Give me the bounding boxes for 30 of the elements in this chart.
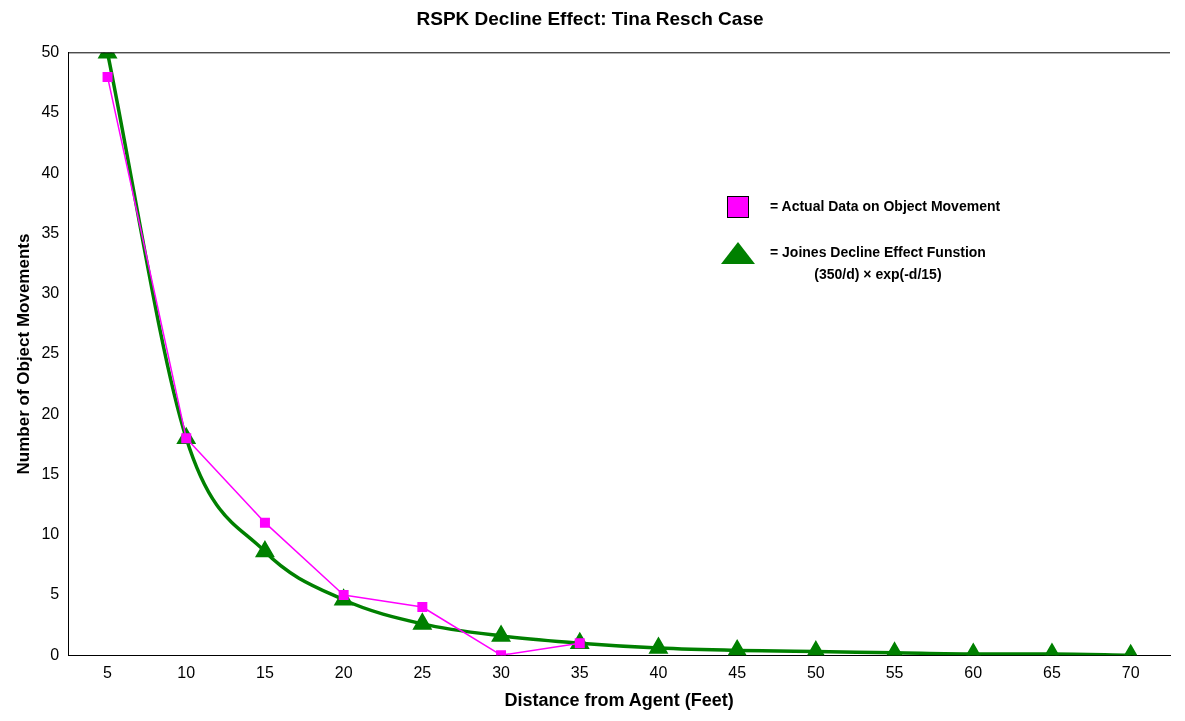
x-tick-label: 40 [649, 664, 668, 682]
y-axis-title: Number of Object Movements [13, 233, 33, 475]
y-tick-label: 10 [41, 525, 60, 543]
legend-label: = Actual Data on Object Movement [770, 197, 1001, 216]
x-tick-label: 15 [256, 664, 274, 682]
x-axis-title: Distance from Agent (Feet) [504, 690, 734, 711]
x-tick-label: 65 [1043, 664, 1061, 682]
x-tick-label: 10 [177, 664, 196, 682]
chart-title: RSPK Decline Effect: Tina Resch Case [416, 7, 764, 29]
y-tick-label: 50 [41, 43, 60, 61]
x-tick-label: 55 [885, 664, 904, 682]
x-tick-label: 25 [413, 664, 432, 682]
x-tick-label: 30 [492, 664, 511, 682]
y-tick-label: 0 [50, 645, 60, 663]
x-tick-label: 70 [1121, 664, 1140, 682]
x-tick-label: 60 [964, 664, 983, 682]
y-tick-label: 25 [41, 344, 60, 362]
y-tick-label: 30 [41, 284, 60, 302]
x-tick-label: 50 [806, 664, 825, 682]
x-tick-label: 35 [570, 664, 589, 682]
y-tick-label: 35 [41, 223, 60, 241]
legend-label: = Joines Decline Effect Funstion (350/d) × exp(-d/15) [770, 243, 986, 284]
y-tick-label: 5 [50, 585, 60, 603]
y-tick-label: 40 [41, 163, 60, 181]
x-tick-label: 45 [728, 664, 747, 682]
y-tick-label: 15 [41, 464, 60, 482]
y-tick-label: 20 [41, 404, 60, 422]
x-tick-label: 5 [103, 664, 113, 682]
x-tick-label: 20 [334, 664, 353, 682]
y-tick-label: 45 [41, 103, 60, 121]
